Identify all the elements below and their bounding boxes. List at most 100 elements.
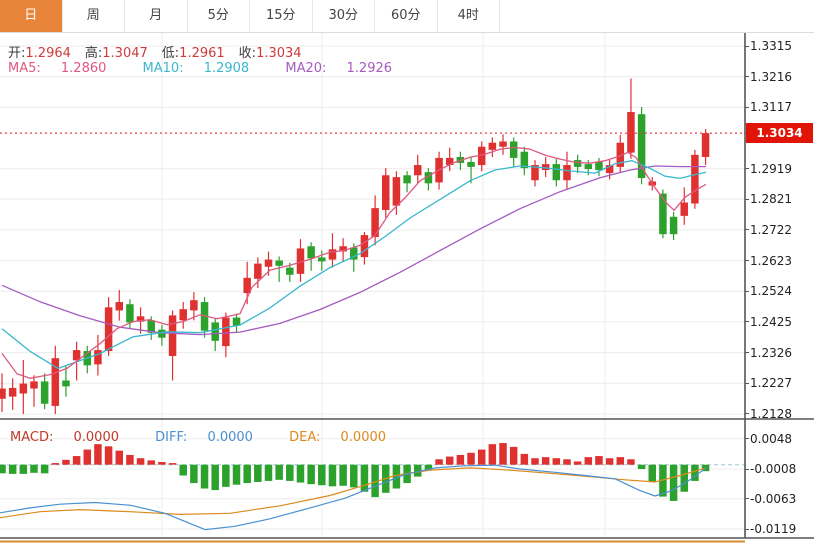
tab-day[interactable]: 日 [0,0,63,32]
candle-body [190,300,198,311]
macd-bar [350,464,358,488]
macd-bar [136,458,145,465]
tab-week[interactable]: 周 [62,0,125,32]
macd-bar [72,456,81,465]
macd-bar [83,449,92,465]
macd-bar [51,463,60,465]
close-label: 收: [238,46,257,61]
ma5-value: MA5: 1.2860 [8,61,107,76]
candle-body [659,193,667,235]
macd-bar [392,464,401,489]
interval-tabbar: 日 周 月 5分 15分 30分 60分 4时 [0,0,814,33]
candle-body [147,320,155,333]
candle-body [168,315,177,356]
tab-15min[interactable]: 15分 [250,0,313,32]
ma-readout: MA5: 1.2860 MA10: 1.2908 MA20: 1.2926 [8,61,424,76]
candle-body [371,208,379,237]
macd-bar [541,457,550,465]
macd-bar [179,464,187,476]
candle-body [595,161,603,170]
candle-body [552,164,561,181]
macd-bar [30,464,38,473]
price-axis-tick [745,413,749,415]
macd-bar [222,464,230,487]
macd-bar [211,464,219,491]
candle-body [573,160,582,167]
macd-bar [477,449,486,465]
candle-body [680,202,688,216]
macd-bar [94,444,102,465]
candle-body [158,329,166,338]
candle-body [62,380,70,387]
price-axis-tick [745,382,749,384]
price-axis-tick [745,106,749,108]
candle-body [275,260,283,266]
price-axis-tick [745,229,749,231]
diff-line [0,464,707,531]
candle-body [584,164,593,170]
candle-body [179,309,187,321]
price-axis-tick [745,76,749,78]
macd-bar [531,458,539,465]
candle-body [637,114,646,179]
candle-body [382,175,390,210]
macd-bar [158,461,166,465]
candle-body [499,141,507,147]
macd-bar [659,464,667,497]
price-axis-label: 1.2425 [750,314,792,329]
ma20-value: MA20: 1.2926 [285,61,393,76]
candle-body [232,317,241,326]
macd-bar [499,443,507,465]
candle-body [531,165,539,181]
macd-bar [595,456,603,465]
price-axis-label: 1.2128 [750,406,792,421]
macd-bar [190,464,198,484]
ma20-line [1,165,706,336]
macd-axis-label: -0.0119 [750,522,797,537]
candle-body [563,165,571,181]
candle-body [126,304,134,323]
dea-value: DEA: 0.0000 [289,430,387,445]
price-axis-tick [745,290,749,292]
macd-bar [286,464,294,481]
price-axis-tick [745,321,749,323]
macd-bar [243,464,251,484]
candle-body [104,307,113,352]
tab-month[interactable]: 月 [125,0,188,32]
macd-bar [424,464,433,471]
macd-bar [104,446,113,465]
tab-5min[interactable]: 5分 [187,0,250,32]
candle-body [136,316,145,322]
close-value: 1.3034 [256,46,302,61]
candle-body [243,277,251,294]
macd-bar [648,464,657,482]
macd-bar [360,464,369,492]
tab-60min[interactable]: 60分 [375,0,438,32]
high-value: 1.3047 [102,46,148,61]
tab-4hour[interactable]: 4时 [437,0,500,32]
tab-30min[interactable]: 30分 [312,0,375,32]
macd-bar [0,464,6,474]
low-label: 低: [161,46,180,61]
open-label: 开: [8,46,26,61]
open-value: 1.2964 [25,46,71,61]
candle-body [339,246,347,252]
price-axis-label: 1.2623 [750,253,792,268]
macd-bar [264,464,273,481]
candle-body [19,383,28,394]
macd-bar [40,464,49,474]
candle-body [445,157,454,166]
macd-axis-label: -0.0008 [750,462,797,477]
macd-axis-tick [745,528,749,530]
candle-body [318,257,326,262]
candle-body [691,154,699,204]
price-axis-tick [745,198,749,200]
macd-bar [339,464,347,486]
macd-bar [168,463,177,465]
low-value: 1.2961 [179,46,225,61]
candle-body [30,381,38,389]
price-axis-tick [745,352,749,354]
macd-axis-tick [745,438,749,440]
